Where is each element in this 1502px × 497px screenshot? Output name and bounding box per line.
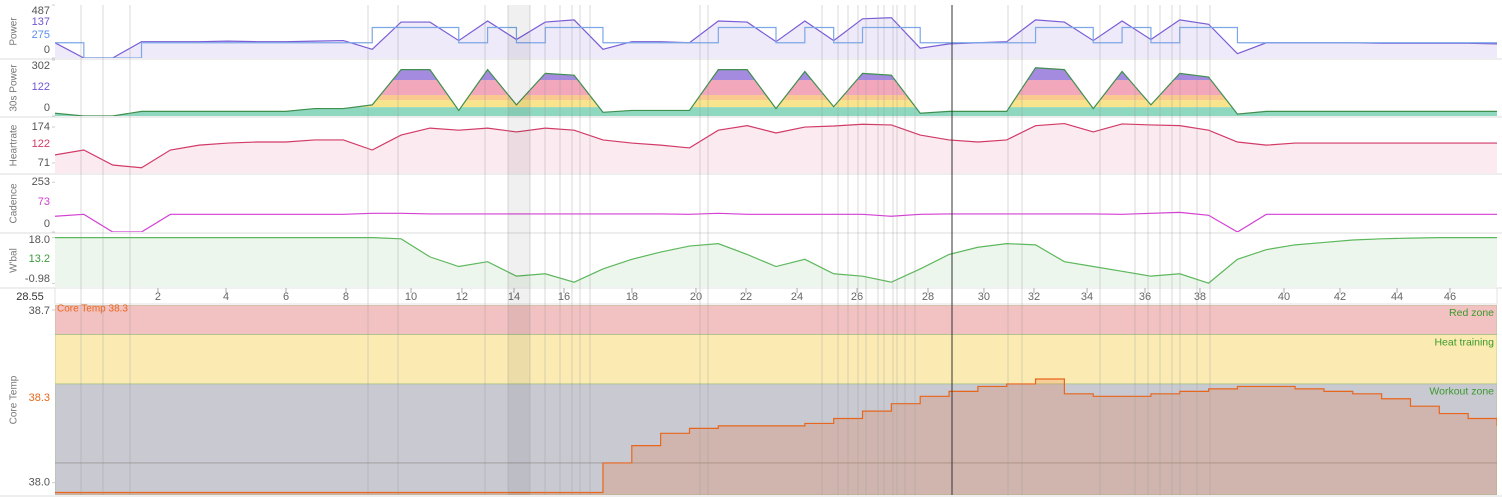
stat-label: 275 xyxy=(32,29,50,41)
y-tick-label: 302 xyxy=(32,60,50,72)
x-tick-label: 30 xyxy=(978,291,990,303)
series-line xyxy=(55,26,1497,58)
series-line xyxy=(55,211,1497,232)
x-tick-label: 4 xyxy=(223,291,229,303)
x-tick-label: 32 xyxy=(1028,291,1040,303)
x-axis-bg xyxy=(54,287,1498,305)
y-axis-label: Core Temp xyxy=(9,375,20,424)
stat-label: 122 xyxy=(32,138,50,150)
y-tick-label: 71 xyxy=(38,157,50,169)
stat-label: 38.3 xyxy=(29,392,50,404)
y-tick-label: 18.0 xyxy=(29,234,50,246)
x-tick-label: 18 xyxy=(626,291,638,303)
series-line xyxy=(55,67,1497,116)
x-tick-label: 26 xyxy=(851,291,863,303)
lap-shade xyxy=(508,5,530,495)
y-axis-label: Heartrate xyxy=(9,124,20,166)
area xyxy=(55,123,1497,173)
zone-label: Workout zone xyxy=(1429,386,1494,398)
x-tick-label: 42 xyxy=(1334,291,1346,303)
series-line xyxy=(55,122,1497,169)
x-tick-label: 40 xyxy=(1278,291,1290,303)
x-axis: 2468101214161820222426283032343638404244… xyxy=(54,287,1498,305)
panel: 174 71 122 Heartrate xyxy=(0,118,1502,175)
x-tick-label: 6 xyxy=(283,291,289,303)
x-tick-label: 34 xyxy=(1081,291,1093,303)
stat-label: 73 xyxy=(38,196,50,208)
x-tick-label: 22 xyxy=(740,291,752,303)
x-tick-label: 36 xyxy=(1139,291,1151,303)
stat-label: 13.2 xyxy=(29,253,50,265)
panel: 38.7 38.0 38.3 Core Temp Red zone Heat traini… xyxy=(0,304,1502,497)
zone-band xyxy=(55,334,1497,385)
panel-inner xyxy=(55,118,1497,173)
panel: 302 0 122 30s Power xyxy=(0,59,1502,118)
x-tick-label: 20 xyxy=(690,291,702,303)
stat-label: 122 xyxy=(32,81,50,93)
area xyxy=(55,237,1497,287)
panel-inner xyxy=(55,5,1497,58)
x-tick-label: 10 xyxy=(405,291,417,303)
y-tick-label: 38.0 xyxy=(29,477,50,489)
panel-inner xyxy=(55,60,1497,116)
x-tick-label: 2 xyxy=(155,291,161,303)
panel-inner xyxy=(55,305,1497,495)
y-axis-label: W'bal xyxy=(9,248,20,273)
series-line xyxy=(55,237,1497,284)
panel-bg xyxy=(55,175,1497,232)
y-tick-label: 253 xyxy=(32,176,50,188)
y-tick-label: 487 xyxy=(32,5,50,17)
zone-label: Red zone xyxy=(1449,307,1494,319)
panel: 18.0 -0.98 13.2 W'bal xyxy=(0,234,1502,289)
y-tick-label: 0 xyxy=(44,102,50,114)
panel-annotation: Core Temp 38.3 xyxy=(57,304,128,315)
interval-markers xyxy=(80,5,1211,495)
x-tick-label: 12 xyxy=(456,291,468,303)
y-tick-label: 174 xyxy=(32,121,50,133)
x-tick-label: 16 xyxy=(558,291,570,303)
y-axis-label: Cadence xyxy=(9,183,20,223)
zone-band xyxy=(55,305,1497,335)
stat-label: 137 xyxy=(32,16,50,28)
x-tick-label: 8 xyxy=(343,291,349,303)
y-tick-label: 0 xyxy=(44,44,50,56)
x-tick-label: 24 xyxy=(791,291,803,303)
x-tick-label: 14 xyxy=(508,291,520,303)
zone-band xyxy=(55,383,1497,495)
x-tick-label: 46 xyxy=(1444,291,1456,303)
zone-label: Heat training xyxy=(1434,336,1494,348)
zone-band xyxy=(55,107,1497,116)
y-axis-label: 30s Power xyxy=(9,64,20,112)
x-tick-label: 38 xyxy=(1194,291,1206,303)
y-axis-label: Power xyxy=(9,17,20,46)
panel: 253 0 73 Cadence xyxy=(0,175,1502,234)
panel-inner xyxy=(55,234,1497,287)
series-line xyxy=(55,378,1497,494)
panel-bg xyxy=(55,60,1497,116)
area xyxy=(55,379,1497,495)
panel-inner xyxy=(55,175,1497,232)
y-tick-label: -0.98 xyxy=(25,273,50,285)
y-tick-label: 38.7 xyxy=(29,305,50,317)
y-tick-label: 0 xyxy=(44,218,50,230)
x-tick-label: 44 xyxy=(1391,291,1403,303)
x-tick-label: 28 xyxy=(922,291,934,303)
x-readout: 28.55 xyxy=(16,291,44,303)
